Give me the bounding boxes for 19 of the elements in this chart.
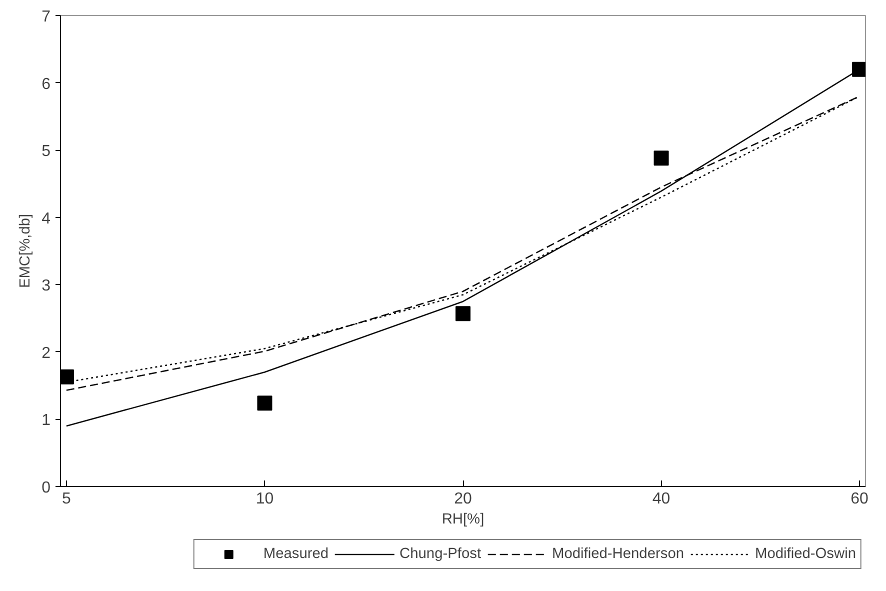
y-tick-label: 5 <box>42 143 51 160</box>
y-tick-label: 3 <box>42 278 51 295</box>
legend-label: Modified-Oswin <box>755 546 856 562</box>
y-tick-label: 1 <box>42 412 51 430</box>
x-tick-label: 10 <box>256 490 274 508</box>
y-tick-label: 7 <box>42 8 51 26</box>
x-tick-label: 20 <box>454 490 472 508</box>
x-axis-title: RH[%] <box>442 512 484 528</box>
x-tick-label: 5 <box>62 490 71 508</box>
y-axis-title: EMC[%,db] <box>18 214 34 288</box>
y-tick-label: 6 <box>42 76 51 93</box>
y-tick-label: 4 <box>42 210 51 228</box>
x-tick-label: 60 <box>850 490 869 508</box>
y-tick-label: 2 <box>42 344 51 362</box>
x-tick-label: 40 <box>652 490 670 508</box>
legend-label: Chung-Pfost <box>400 546 482 562</box>
legend-label: Modified-Henderson <box>552 546 684 562</box>
y-tick-label: 0 <box>42 480 51 496</box>
legend-label: Measured <box>263 546 329 562</box>
